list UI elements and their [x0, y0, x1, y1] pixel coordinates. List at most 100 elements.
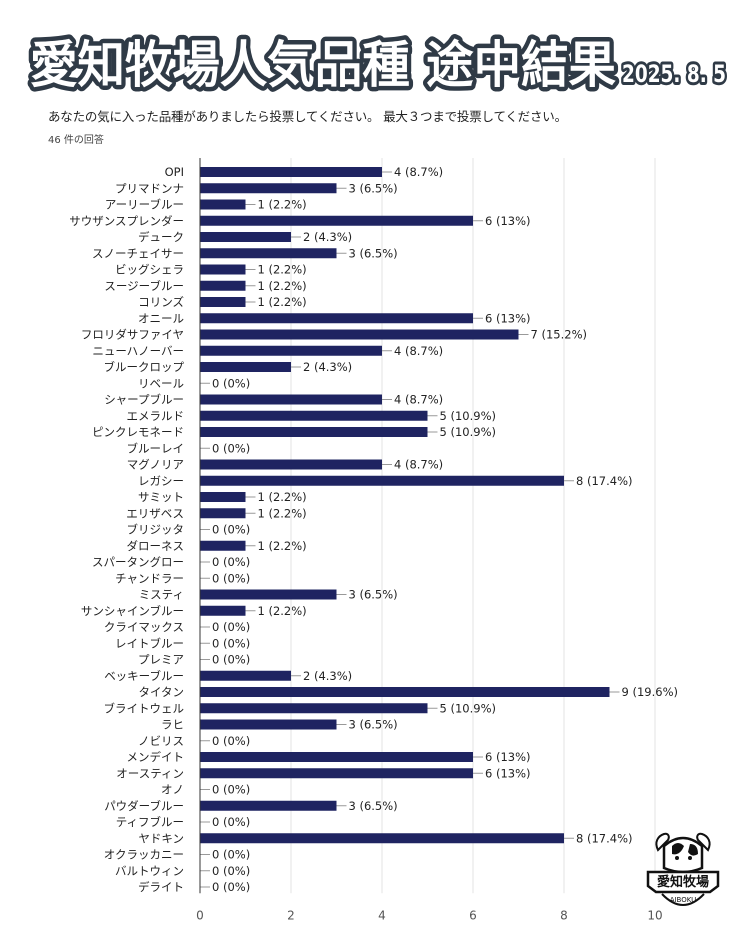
data-label: 0 (0%) — [212, 848, 250, 862]
data-label: 0 (0%) — [212, 783, 250, 797]
x-tick-label: 2 — [287, 908, 295, 922]
category-label: サミット — [138, 490, 184, 504]
bar — [200, 329, 519, 340]
category-label: シャープブルー — [104, 393, 184, 407]
data-label: 1 (2.2%) — [258, 198, 307, 212]
category-label: クライマックス — [104, 620, 184, 634]
data-label: 2 (4.3%) — [303, 360, 352, 374]
bar — [200, 410, 428, 421]
bar — [200, 459, 382, 470]
data-label: 1 (2.2%) — [258, 604, 307, 618]
data-label: 1 (2.2%) — [258, 295, 307, 309]
bar — [200, 199, 246, 210]
data-label: 2 (4.3%) — [303, 669, 352, 683]
label-layer: OPI 4 (8.7%) プリマドンナ 3 (6.5%) アーリーブルー 1 (2.2%)… — [69, 165, 678, 894]
category-label: デューク — [138, 230, 184, 244]
category-label: ニューハノーバー — [92, 344, 184, 358]
x-tick-label: 4 — [378, 908, 386, 922]
bar — [200, 313, 473, 324]
bar — [200, 362, 291, 372]
category-label: デライト — [138, 880, 184, 894]
bar — [200, 183, 337, 194]
category-label: サウザンスプレンダー — [69, 214, 184, 228]
data-label: 1 (2.2%) — [258, 506, 307, 520]
bar — [200, 703, 428, 714]
bar — [200, 768, 473, 779]
bar — [200, 719, 337, 730]
category-label: プレミア — [138, 653, 184, 667]
data-label: 6 (13%) — [485, 311, 531, 325]
data-label: 8 (17.4%) — [576, 831, 632, 845]
data-label: 0 (0%) — [212, 636, 250, 650]
x-tick-label: 10 — [647, 908, 662, 922]
category-label: マグノリア — [127, 458, 184, 472]
category-label: エリザベス — [126, 506, 184, 520]
category-label: サンシャインブルー — [81, 604, 184, 618]
bar — [200, 297, 246, 307]
x-tick-label: 8 — [560, 908, 568, 922]
bar — [200, 540, 246, 551]
bar — [200, 248, 337, 259]
title-svg: 愛知牧場人気品種 途中結果 2025. 8. 5 — [26, 32, 730, 99]
category-label: ピンクレモネード — [92, 425, 184, 439]
category-label: オノ — [161, 783, 184, 797]
bar-chart: OPI 4 (8.7%) プリマドンナ 3 (6.5%) アーリーブルー 1 (2.2%)… — [69, 158, 678, 922]
category-label: スージーブルー — [104, 279, 184, 293]
bar — [200, 833, 564, 844]
data-label: 0 (0%) — [212, 376, 250, 390]
category-label: チャンドラー — [115, 571, 184, 585]
data-label: 3 (6.5%) — [349, 799, 398, 813]
category-label: アーリーブルー — [105, 198, 184, 212]
category-label: ブルークロップ — [104, 360, 185, 374]
bar — [200, 215, 473, 226]
data-label: 0 (0%) — [212, 523, 250, 537]
bar — [200, 475, 564, 486]
data-label: 0 (0%) — [212, 441, 250, 455]
category-label: ミスティ — [139, 588, 184, 602]
category-label: OPI — [165, 165, 184, 179]
data-label: 6 (13%) — [485, 766, 531, 780]
data-label: 4 (8.7%) — [394, 458, 443, 472]
category-label: メンデイト — [127, 750, 185, 764]
data-label: 4 (8.7%) — [394, 344, 443, 358]
data-label: 0 (0%) — [212, 653, 250, 667]
category-label: レガシー — [138, 474, 184, 488]
data-label: 2 (4.3%) — [303, 230, 352, 244]
x-tick-label: 6 — [469, 908, 477, 922]
category-label: ヤドキン — [138, 831, 184, 845]
bar — [200, 508, 246, 519]
bar — [200, 427, 428, 437]
bar — [200, 589, 337, 600]
category-label: ベッキーブルー — [104, 669, 184, 683]
bar — [200, 232, 291, 242]
category-label: ノビリス — [138, 734, 184, 748]
category-label: スノーチェイサー — [92, 246, 184, 260]
bar — [200, 345, 382, 356]
data-label: 3 (6.5%) — [349, 181, 398, 195]
page-title: 愛知牧場人気品種 途中結果 — [30, 36, 616, 94]
bar — [200, 670, 291, 681]
data-label: 1 (2.2%) — [258, 279, 307, 293]
axis-layer: 0 2 4 6 8 10 — [196, 158, 663, 922]
category-label: ブリジッタ — [127, 523, 185, 537]
category-label: エメラルド — [127, 409, 185, 423]
category-label: プリマドンナ — [115, 181, 184, 195]
data-label: 1 (2.2%) — [258, 263, 307, 277]
title-banner: 愛知牧場人気品種 途中結果 2025. 8. 5 — [0, 0, 750, 110]
logo-name: 愛知牧場 — [657, 874, 709, 890]
bar — [200, 605, 246, 616]
data-label: 0 (0%) — [212, 864, 250, 878]
cow-icon — [655, 832, 711, 874]
data-label: 6 (13%) — [485, 750, 531, 764]
category-label: リベール — [138, 376, 184, 390]
category-label: ラヒ — [161, 718, 184, 732]
category-label: オニール — [138, 311, 184, 325]
data-label: 4 (8.7%) — [394, 393, 443, 407]
bar — [200, 280, 246, 291]
date-label: 2025. 8. 5 — [622, 60, 726, 88]
grid-layer — [290, 158, 656, 894]
logo-romaji: AIBOKU — [670, 896, 697, 904]
data-label: 3 (6.5%) — [349, 718, 398, 732]
bar — [200, 752, 473, 762]
category-label: スパータングロー — [92, 555, 184, 569]
